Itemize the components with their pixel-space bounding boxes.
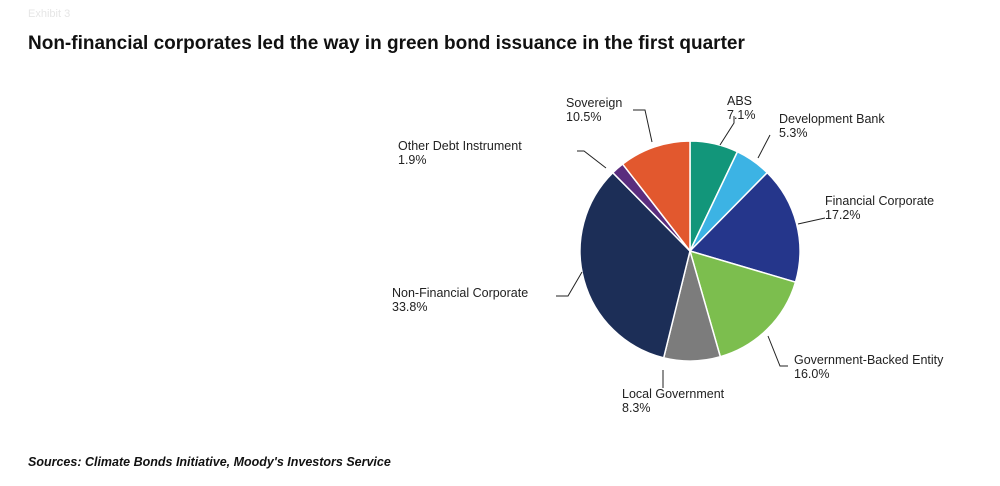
slice-label-local-government: Local Government bbox=[622, 387, 725, 401]
pie-slice-financial-corporate bbox=[688, 171, 801, 284]
slice-value-non-financial-corporate: 33.8% bbox=[392, 300, 427, 314]
slice-label-financial-corporate: Financial Corporate bbox=[825, 194, 934, 208]
leader-line-sovereign bbox=[633, 109, 653, 143]
chart-title: Non-financial corporates led the way in … bbox=[28, 33, 745, 54]
source-note: Sources: Climate Bonds Initiative, Moody… bbox=[28, 455, 391, 469]
pie-slice-government-backed-entity bbox=[688, 249, 797, 358]
slice-label-development-bank: Development Bank bbox=[779, 112, 885, 126]
slice-value-local-government: 8.3% bbox=[622, 401, 651, 415]
slice-label-sovereign: Sovereign bbox=[566, 96, 622, 110]
slice-label-non-financial-corporate: Non-Financial Corporate bbox=[392, 286, 528, 300]
slice-label-abs: ABS bbox=[727, 94, 752, 108]
exhibit-label: Exhibit 3 bbox=[28, 8, 71, 20]
leader-line-abs bbox=[719, 116, 735, 146]
slice-value-government-backed-entity: 16.0% bbox=[794, 367, 829, 381]
slice-value-development-bank: 5.3% bbox=[779, 126, 808, 140]
slice-value-sovereign: 10.5% bbox=[566, 110, 601, 124]
pie-slice-sovereign bbox=[621, 140, 691, 254]
leader-line-non-financial-corporate bbox=[556, 271, 583, 297]
slice-value-abs: 7.1% bbox=[727, 108, 756, 122]
leader-line-development-bank bbox=[757, 134, 771, 159]
leader-line-financial-corporate bbox=[797, 217, 826, 225]
slice-label-government-backed-entity: Government-Backed Entity bbox=[794, 353, 944, 367]
slice-label-other-debt-instrument: Other Debt Instrument bbox=[398, 139, 522, 153]
pie-slice-non-financial-corporate bbox=[579, 171, 691, 359]
leader-line-government-backed-entity bbox=[767, 335, 788, 367]
leader-line-other-debt-instrument bbox=[577, 150, 607, 169]
slice-value-financial-corporate: 17.2% bbox=[825, 208, 860, 222]
slice-value-other-debt-instrument: 1.9% bbox=[398, 153, 427, 167]
